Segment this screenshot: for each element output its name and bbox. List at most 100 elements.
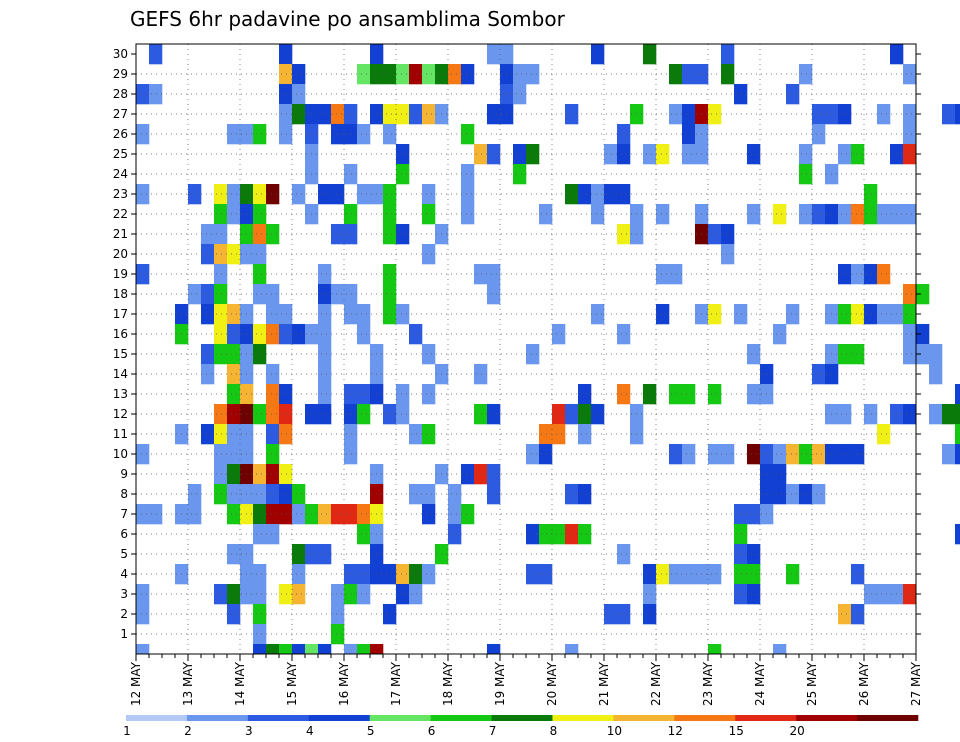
heatmap-cell <box>656 264 670 285</box>
heatmap-cell <box>266 384 280 405</box>
heatmap-cell <box>331 624 345 645</box>
heatmap-cell <box>578 524 592 545</box>
heatmap-cell <box>422 384 436 405</box>
heatmap-cell <box>669 264 683 285</box>
x-tick-label: 26 MAY <box>857 661 871 706</box>
heatmap-cell <box>799 444 813 465</box>
heatmap-cell <box>734 544 748 565</box>
legend-label: 3 <box>245 724 253 738</box>
y-axis: 1234567891011121314151617181920212223242… <box>113 47 921 641</box>
heatmap-cell <box>838 444 852 465</box>
heatmap-cell <box>266 524 280 545</box>
heatmap-cell <box>344 204 358 225</box>
heatmap-cell <box>227 544 241 565</box>
heatmap-cell <box>877 204 891 225</box>
heatmap-cell <box>786 84 800 105</box>
heatmap-cell <box>487 644 501 655</box>
heatmap-cell <box>461 184 475 205</box>
heatmap-cell <box>227 184 241 205</box>
heatmap-cell <box>903 284 917 305</box>
heatmap-cell <box>188 184 202 205</box>
heatmap-cell <box>357 524 371 545</box>
y-tick-label: 29 <box>113 67 128 81</box>
y-tick-label: 13 <box>113 387 128 401</box>
heatmap-cell <box>461 204 475 225</box>
heatmap-cell <box>747 504 761 525</box>
heatmap-cell <box>409 424 423 445</box>
heatmap-cell <box>838 104 852 125</box>
y-tick-label: 28 <box>113 87 128 101</box>
heatmap-cell <box>643 564 657 585</box>
legend-label: 20 <box>790 724 805 738</box>
heatmap-cell <box>721 44 735 65</box>
heatmap-cell <box>383 264 397 285</box>
heatmap-cell <box>552 404 566 425</box>
heatmap-cell <box>292 184 306 205</box>
heatmap-cell <box>682 64 696 85</box>
heatmap-cell <box>149 84 163 105</box>
heatmap-cell <box>539 204 553 225</box>
heatmap-cell <box>955 384 960 405</box>
heatmap-cell <box>929 404 943 425</box>
heatmap-cell <box>318 364 332 385</box>
heatmap-cell <box>227 124 241 145</box>
y-tick-label: 12 <box>113 407 128 421</box>
heatmap-cell <box>292 584 306 605</box>
heatmap-cell <box>383 64 397 85</box>
heatmap-cell <box>851 604 865 625</box>
heatmap-cell <box>253 564 267 585</box>
heatmap-cell <box>396 164 410 185</box>
heatmap-cell <box>227 304 241 325</box>
heatmap-cell <box>838 144 852 165</box>
heatmap-cell <box>877 584 891 605</box>
heatmap-cell <box>448 64 462 85</box>
heatmap-cell <box>318 404 332 425</box>
x-tick-label: 18 MAY <box>441 661 455 706</box>
heatmap-cell <box>708 224 722 245</box>
heatmap-cell <box>279 504 293 525</box>
heatmap-cell <box>513 164 527 185</box>
heatmap-cell <box>227 204 241 225</box>
heatmap-cell <box>903 404 917 425</box>
heatmap-cell <box>227 584 241 605</box>
heatmap-cell <box>357 644 371 655</box>
heatmap-cell <box>136 584 150 605</box>
heatmap-cell <box>578 484 592 505</box>
heatmap-cell <box>617 324 631 345</box>
heatmap-cell <box>344 304 358 325</box>
heatmap-cell <box>513 64 527 85</box>
heatmap-cell <box>552 324 566 345</box>
heatmap-cell <box>357 184 371 205</box>
heatmap-cell <box>877 304 891 325</box>
heatmap-cell <box>357 504 371 525</box>
y-tick-label: 19 <box>113 267 128 281</box>
heatmap-cell <box>903 124 917 145</box>
y-tick-label: 1 <box>120 627 128 641</box>
legend-label: 15 <box>729 724 744 738</box>
y-tick-label: 7 <box>120 507 128 521</box>
heatmap-cell <box>955 424 960 445</box>
heatmap-cell <box>721 244 735 265</box>
heatmap-cell <box>578 404 592 425</box>
heatmap-cell <box>422 484 436 505</box>
heatmap-cell <box>292 544 306 565</box>
heatmap-cell <box>409 584 423 605</box>
heatmap-cell <box>266 504 280 525</box>
grid-lines <box>136 44 916 654</box>
heatmap-cell <box>487 284 501 305</box>
heatmap-cell <box>929 344 943 365</box>
heatmap-cell <box>877 264 891 285</box>
legend-swatch <box>430 715 492 721</box>
heatmap-cell <box>786 304 800 325</box>
chart-title: GEFS 6hr padavine po ansamblima Sombor <box>130 7 566 31</box>
heatmap-cell <box>877 424 891 445</box>
heatmap-cell <box>214 224 228 245</box>
heatmap-cell <box>942 104 956 125</box>
heatmap-cell <box>903 324 917 345</box>
heatmap-cell <box>448 504 462 525</box>
heatmap-cell <box>214 584 228 605</box>
heatmap-cell <box>201 344 215 365</box>
heatmap-cell <box>461 124 475 145</box>
heatmap-cell <box>383 404 397 425</box>
heatmap-cell <box>747 144 761 165</box>
